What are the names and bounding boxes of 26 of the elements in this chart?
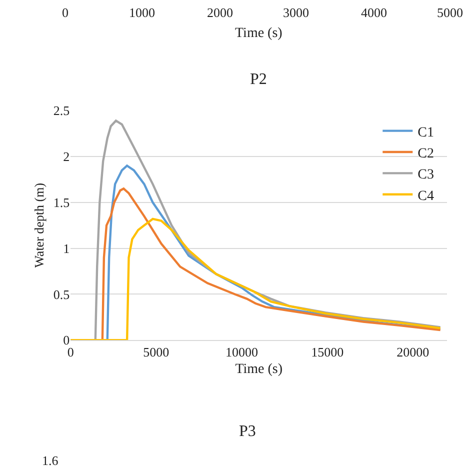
text: 2000 [207,5,233,20]
y-tick-label: 0.5 [53,286,70,302]
legend-label: C1 [418,125,434,140]
y-tick-label: 2 [63,149,70,164]
x-tick-label: 5000 [143,344,170,360]
y-tick-label: 0 [63,332,70,348]
x-tick-label: 20000 [396,344,430,360]
legend-label: C4 [418,188,434,204]
y-tick-label: 1.5 [53,194,70,210]
text: P3 [239,423,256,440]
chart-title: P2 [250,71,267,88]
text: 1.6 [42,453,59,468]
text: 5000 [437,5,463,20]
legend-label: C2 [418,146,434,162]
x-tick-label: 15000 [311,344,344,360]
y-tick-label: 2.5 [53,103,70,118]
y-tick-label: 1 [63,240,70,256]
legend-label: C3 [418,168,434,183]
text: 3000 [283,5,309,20]
text: 1000 [129,5,155,20]
y-axis-title: Water depth (m) [31,182,46,268]
text: 4000 [361,5,387,20]
line-series [70,218,442,340]
x-tick-label: 10000 [226,344,258,360]
text: Time (s) [235,26,283,41]
x-axis-title: Time (s) [235,362,283,378]
